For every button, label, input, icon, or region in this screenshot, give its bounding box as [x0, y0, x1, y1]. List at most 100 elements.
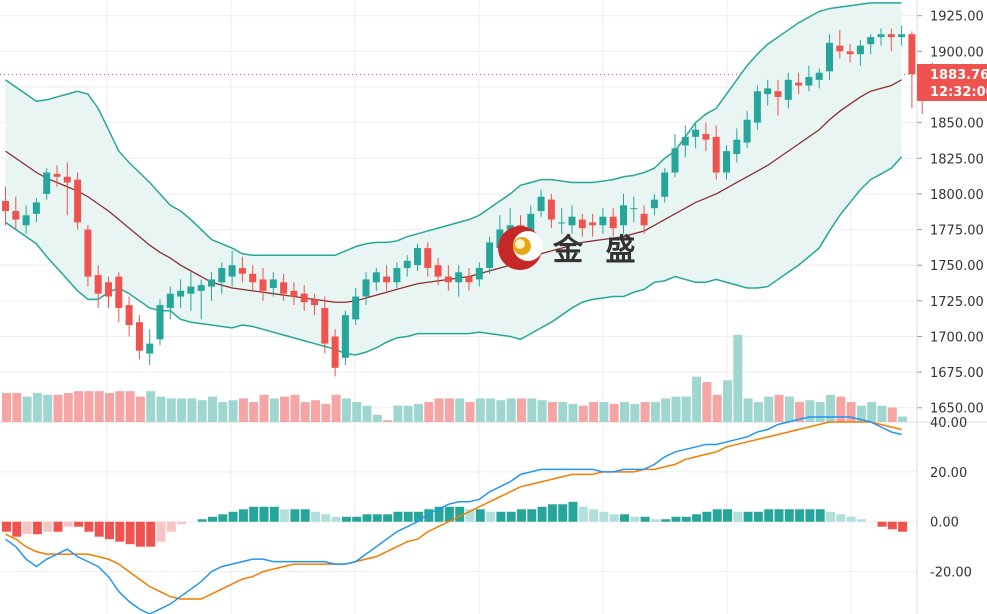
candle-body: [671, 148, 679, 173]
macd-histogram-bar: [311, 511, 320, 522]
volume-bar: [135, 396, 145, 422]
candle-body: [84, 229, 92, 277]
volume-bar: [609, 403, 619, 422]
macd-histogram-bar: [135, 521, 145, 547]
macd-histogram-bar: [712, 509, 722, 522]
candle-body: [2, 201, 9, 211]
macd-histogram-bar: [517, 509, 526, 522]
volume-bar: [599, 402, 609, 422]
macd-line: [5, 416, 902, 614]
candle-body: [784, 79, 792, 100]
volume-bar: [558, 402, 568, 422]
volume-bar: [12, 392, 22, 422]
candle-body: [650, 199, 658, 209]
candle-body: [753, 91, 761, 123]
volume-bar: [887, 407, 897, 422]
volume-bar: [867, 402, 877, 422]
macd-histogram-bar: [692, 514, 702, 522]
volume-bar: [290, 394, 300, 422]
macd-histogram-bar: [815, 509, 825, 522]
candle-body: [372, 272, 380, 283]
price-tick-label: 1850.00: [930, 117, 984, 132]
volume-bar: [218, 402, 228, 422]
candle-body: [620, 205, 627, 226]
candle-body: [743, 119, 751, 143]
candle-body: [537, 196, 545, 211]
candle-body: [74, 179, 82, 223]
candle-body: [53, 173, 61, 177]
candle-body: [424, 248, 432, 269]
macd-histogram-bar: [331, 516, 341, 522]
candle-body: [269, 279, 277, 288]
candle-body: [599, 216, 607, 226]
macd-histogram-bar: [681, 516, 691, 522]
macd-histogram-bar: [43, 521, 53, 532]
volume-bar: [537, 400, 547, 422]
candle-body: [146, 343, 154, 354]
volume-bar: [105, 392, 114, 422]
candle-body: [383, 276, 391, 283]
candle-body: [300, 293, 308, 303]
macd-histogram-bar: [527, 509, 537, 522]
macd-histogram-bar: [362, 514, 372, 522]
candle-body: [249, 273, 257, 283]
volume-bar: [383, 420, 393, 422]
macd-histogram-bar: [887, 521, 897, 530]
macd-histogram-bar: [84, 521, 94, 532]
volume-bar: [578, 405, 588, 422]
macd-histogram-bar: [702, 511, 712, 522]
volume-bar: [486, 398, 496, 422]
candle-body: [589, 222, 597, 226]
macd-histogram-bar: [826, 511, 835, 522]
candle-body: [22, 215, 30, 226]
volume-bar: [280, 396, 290, 422]
candle-body: [465, 276, 473, 283]
bollinger-middle-line: [5, 79, 902, 303]
candle-body: [692, 129, 700, 137]
macd-histogram-bar: [836, 514, 846, 522]
volume-bar: [331, 394, 341, 422]
candle-body: [321, 307, 329, 344]
price-tick-label: 1775.00: [930, 224, 984, 239]
volume-bar: [506, 398, 516, 422]
candle-body: [393, 268, 401, 283]
volume-bar: [898, 416, 908, 422]
volume-bar: [846, 402, 856, 422]
candle-body: [238, 268, 246, 274]
candle-body: [815, 72, 823, 80]
volume-bar: [661, 398, 671, 422]
volume-bar: [372, 414, 382, 422]
candle-body: [568, 216, 576, 226]
volume-bar: [32, 392, 42, 422]
macd-histogram-bar: [547, 504, 557, 522]
volume-bar: [712, 394, 722, 422]
macd-histogram-bar: [609, 514, 619, 522]
volume-bar: [166, 398, 176, 422]
candle-body: [341, 315, 349, 358]
candle-body: [723, 151, 730, 173]
candle-body: [12, 211, 20, 220]
price-tick-label: 1700.00: [930, 330, 984, 345]
macd-histogram-bar: [105, 521, 114, 540]
logo-icon: [498, 226, 543, 270]
candle-body: [609, 216, 617, 229]
candle-body: [197, 285, 205, 291]
volume-bar: [74, 391, 84, 422]
volume-bar: [640, 402, 650, 422]
macd-histogram-bar: [640, 516, 650, 522]
volume-bar: [547, 402, 557, 422]
candle-body: [331, 336, 339, 368]
macd-histogram-bar: [372, 514, 382, 522]
macd-histogram-bar: [650, 519, 660, 522]
macd-histogram-bar: [743, 511, 753, 522]
volume-bar: [527, 398, 537, 422]
macd-tick-label: 20.00: [930, 466, 967, 481]
candle-body: [259, 279, 267, 291]
candle-body: [403, 260, 411, 269]
volume-bar: [671, 396, 681, 422]
macd-histogram-bar: [486, 511, 496, 522]
candle-body: [702, 134, 710, 140]
macd-histogram-bar: [74, 521, 84, 527]
volume-bar: [94, 391, 104, 422]
macd-histogram-bar: [228, 511, 238, 522]
